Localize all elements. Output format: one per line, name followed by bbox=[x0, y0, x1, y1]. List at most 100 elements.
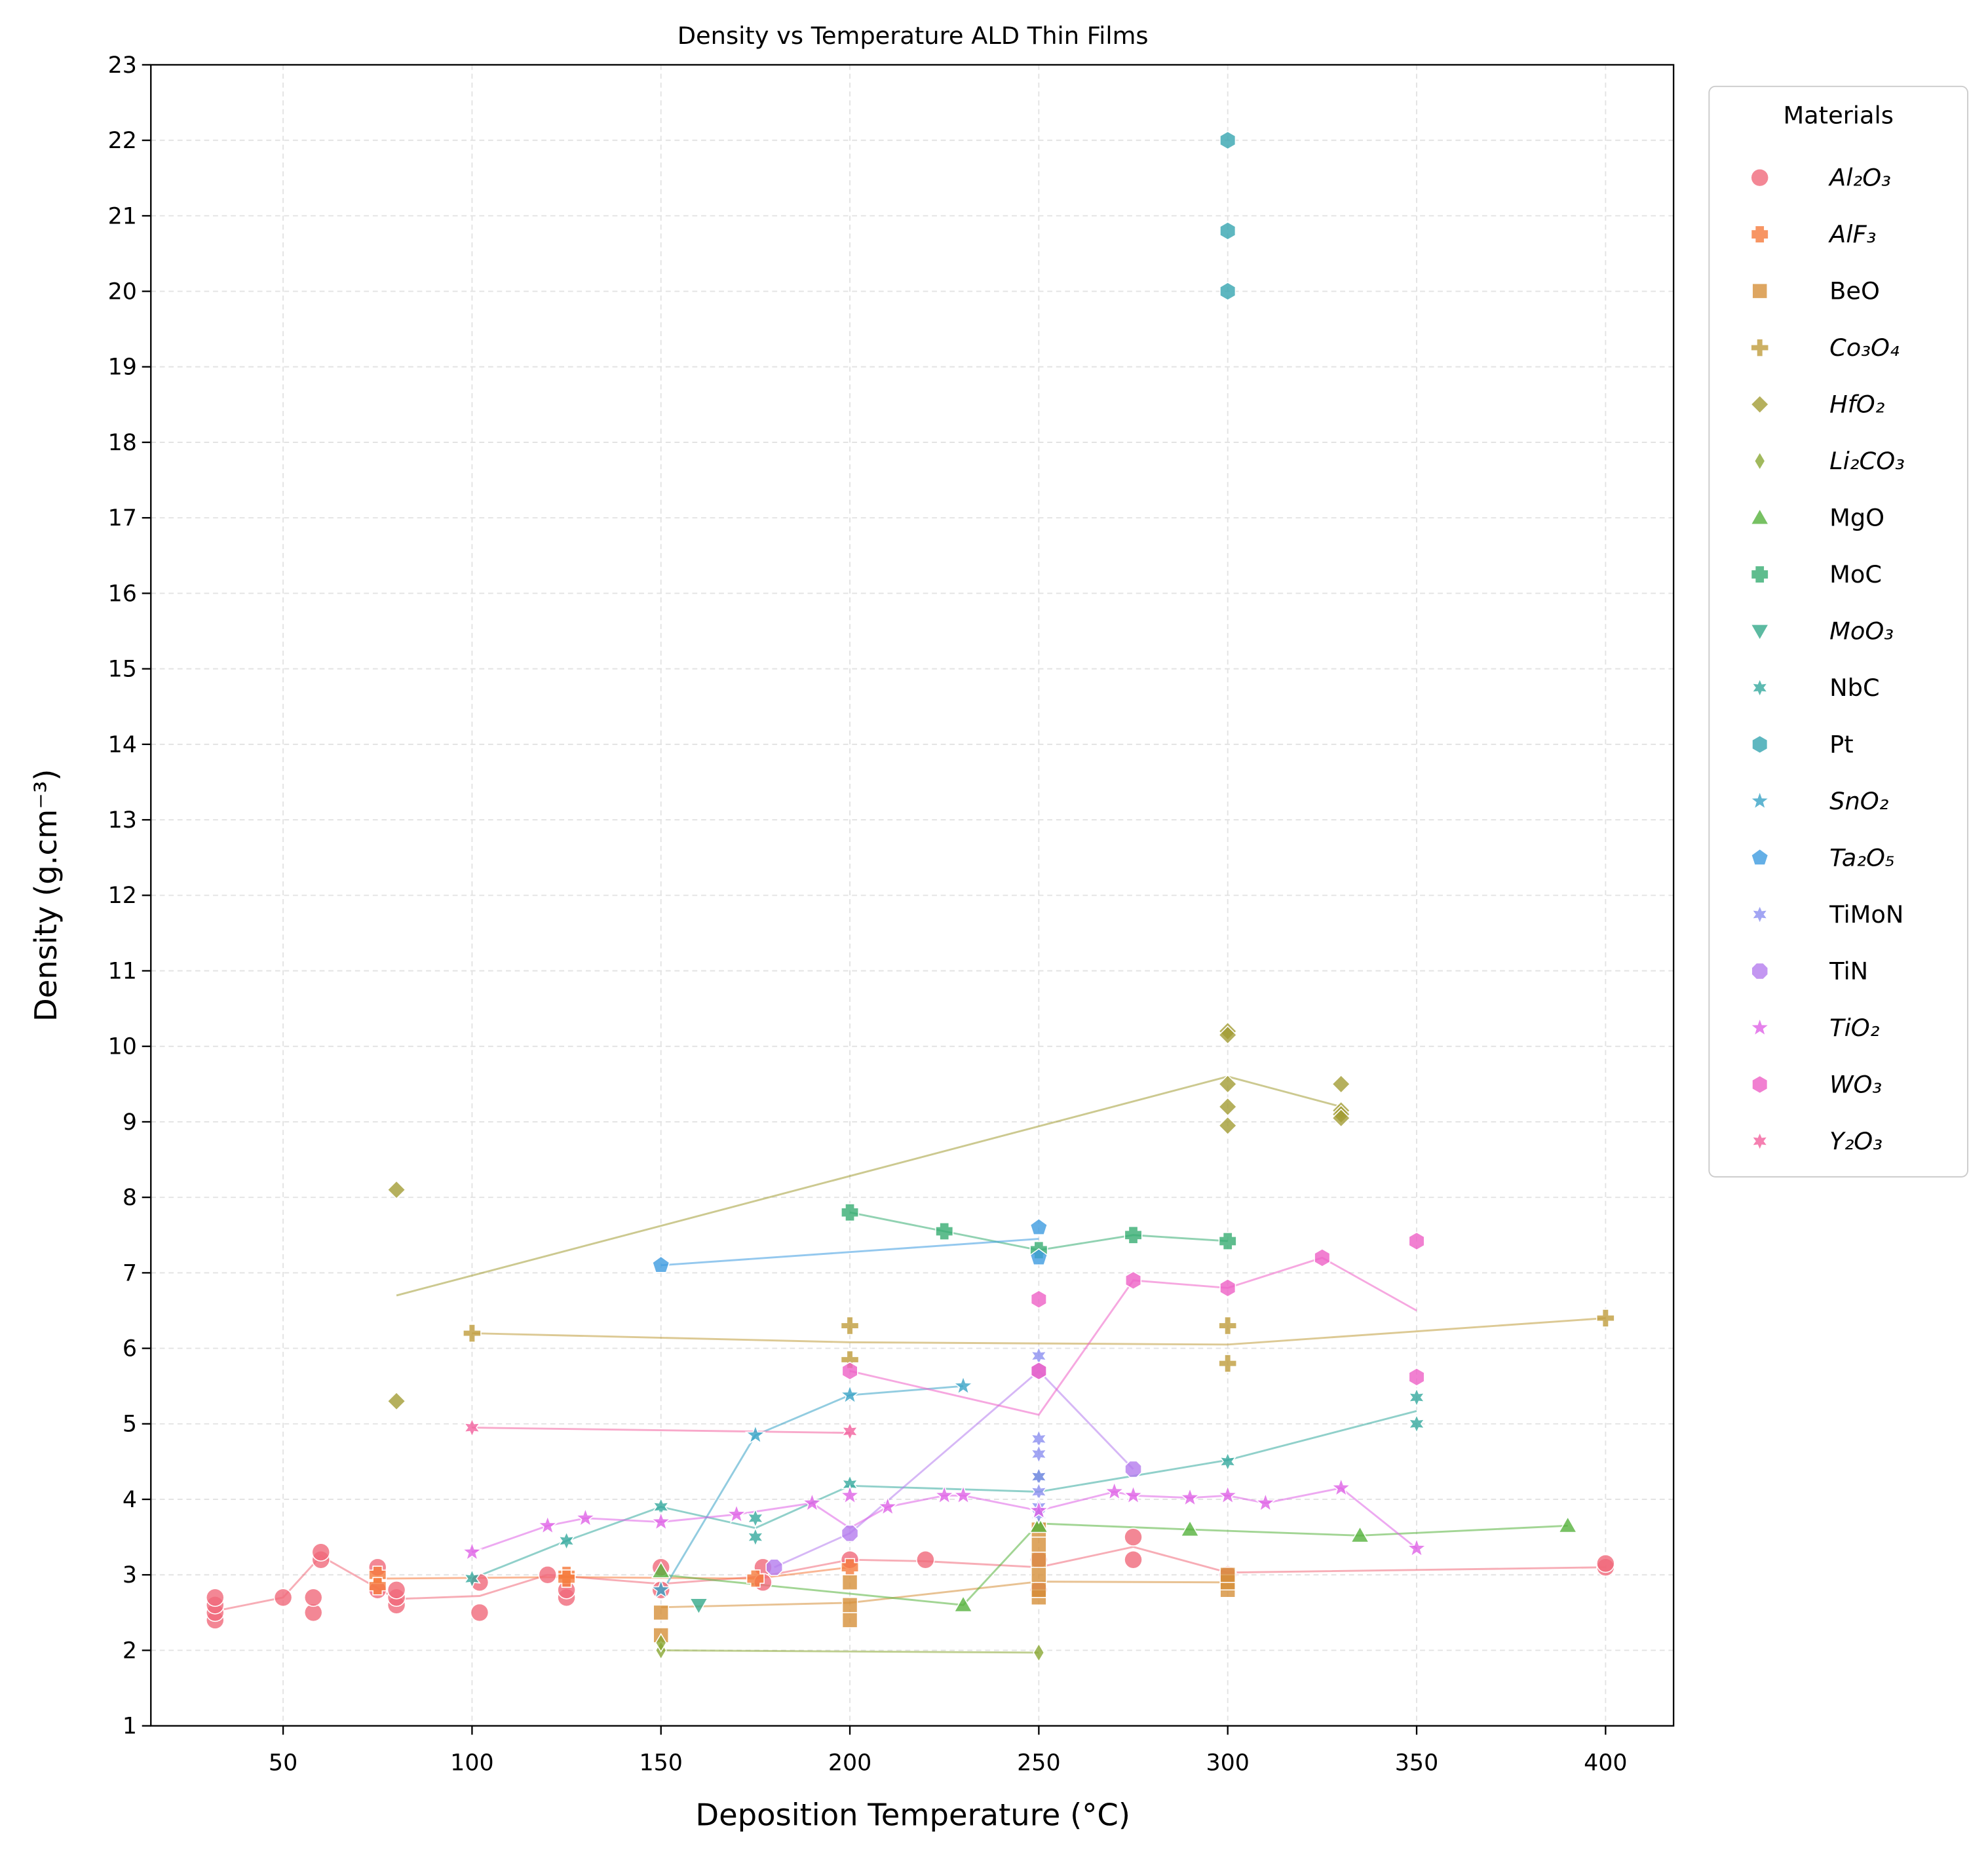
point bbox=[1180, 1520, 1200, 1537]
point bbox=[1407, 1413, 1426, 1434]
y-axis-label: Density (g.cm⁻³) bbox=[28, 769, 64, 1022]
point bbox=[1407, 1387, 1426, 1408]
y-tick-label: 21 bbox=[108, 203, 137, 229]
point bbox=[557, 1569, 576, 1588]
trend-line bbox=[660, 1238, 1039, 1267]
point bbox=[1331, 1074, 1351, 1094]
point bbox=[1029, 1444, 1048, 1465]
legend-marker bbox=[1751, 1075, 1768, 1094]
trend-line bbox=[774, 1370, 1134, 1569]
point bbox=[1596, 1554, 1615, 1573]
y-tick-label: 13 bbox=[108, 807, 137, 834]
point bbox=[558, 1530, 575, 1551]
legend-label: Y₂O₃ bbox=[1829, 1127, 1883, 1155]
point bbox=[744, 1423, 767, 1444]
point bbox=[1124, 1460, 1142, 1478]
point bbox=[801, 1491, 823, 1512]
legend-marker bbox=[1751, 904, 1769, 925]
point bbox=[650, 1579, 672, 1600]
y-tick-label: 12 bbox=[108, 883, 137, 909]
point bbox=[1408, 1231, 1425, 1251]
y-tick-label: 2 bbox=[123, 1638, 137, 1664]
point bbox=[841, 1597, 858, 1613]
y-tick-label: 16 bbox=[108, 581, 137, 607]
y-tick-label: 6 bbox=[123, 1336, 137, 1362]
point bbox=[1125, 1271, 1142, 1290]
point bbox=[1029, 1248, 1048, 1266]
point bbox=[463, 1324, 482, 1343]
point bbox=[1033, 1642, 1045, 1662]
x-tick-label: 50 bbox=[269, 1750, 297, 1777]
point bbox=[1350, 1526, 1370, 1543]
y-tick-label: 5 bbox=[123, 1412, 137, 1438]
point bbox=[1314, 1248, 1331, 1267]
point bbox=[463, 1417, 481, 1438]
point bbox=[839, 1484, 861, 1505]
legend-marker bbox=[1753, 451, 1766, 471]
point bbox=[916, 1550, 935, 1569]
point bbox=[575, 1507, 596, 1527]
y-tick-label: 22 bbox=[108, 128, 137, 154]
chart-title: Density vs Temperature ALD Thin Films bbox=[678, 22, 1149, 50]
legend-label: SnO₂ bbox=[1829, 787, 1889, 815]
points bbox=[205, 130, 1615, 1662]
point bbox=[765, 1558, 784, 1577]
point bbox=[725, 1503, 748, 1524]
legend-label: WO₃ bbox=[1829, 1070, 1882, 1098]
point bbox=[839, 1383, 861, 1404]
legend-label: TiO₂ bbox=[1829, 1014, 1880, 1042]
point bbox=[840, 1316, 860, 1335]
legend-label: Pt bbox=[1829, 730, 1854, 758]
point bbox=[1331, 1108, 1351, 1128]
point bbox=[1219, 1566, 1236, 1583]
x-tick-label: 250 bbox=[1017, 1750, 1060, 1777]
point bbox=[1218, 1097, 1238, 1117]
point bbox=[1255, 1491, 1276, 1512]
point bbox=[655, 1632, 667, 1653]
legend-marker bbox=[1751, 962, 1769, 980]
point bbox=[1218, 1354, 1238, 1373]
legend-marker bbox=[1750, 394, 1770, 414]
point bbox=[1219, 130, 1236, 150]
point bbox=[1029, 1516, 1049, 1533]
point bbox=[1330, 1476, 1352, 1497]
point bbox=[650, 1510, 672, 1531]
point bbox=[1218, 1232, 1237, 1250]
point bbox=[387, 1580, 406, 1600]
legend-label: AlF₃ bbox=[1828, 220, 1876, 248]
legend-marker bbox=[1750, 338, 1770, 357]
point bbox=[933, 1484, 955, 1505]
legend-label: Al₂O₃ bbox=[1828, 164, 1891, 192]
trend-line bbox=[660, 1649, 1039, 1654]
point bbox=[841, 1612, 858, 1628]
point bbox=[470, 1603, 489, 1623]
point bbox=[935, 1222, 954, 1240]
point bbox=[1031, 1551, 1047, 1568]
point bbox=[841, 1574, 858, 1591]
legend-frame bbox=[1708, 85, 1969, 1178]
trend-line bbox=[472, 1317, 1606, 1346]
legend-marker bbox=[1749, 790, 1771, 811]
point bbox=[1103, 1480, 1126, 1501]
legend-marker bbox=[1751, 678, 1769, 699]
y-tick-label: 23 bbox=[108, 52, 137, 79]
point bbox=[1031, 1566, 1047, 1583]
x-tick-label: 200 bbox=[828, 1750, 871, 1777]
point bbox=[1218, 1116, 1238, 1136]
y-tick-label: 17 bbox=[108, 505, 137, 531]
point bbox=[651, 1256, 670, 1273]
point bbox=[1030, 1290, 1047, 1309]
point bbox=[841, 1203, 860, 1222]
point bbox=[461, 1541, 483, 1562]
point bbox=[1219, 1451, 1237, 1472]
point bbox=[387, 1180, 406, 1200]
legend-label: MoO₃ bbox=[1829, 617, 1894, 645]
trend-line bbox=[660, 1581, 1228, 1609]
point bbox=[1029, 1218, 1048, 1235]
point bbox=[1124, 1225, 1143, 1244]
point bbox=[538, 1565, 558, 1585]
grid bbox=[151, 64, 1674, 1727]
point bbox=[368, 1577, 387, 1596]
point bbox=[1179, 1486, 1201, 1507]
